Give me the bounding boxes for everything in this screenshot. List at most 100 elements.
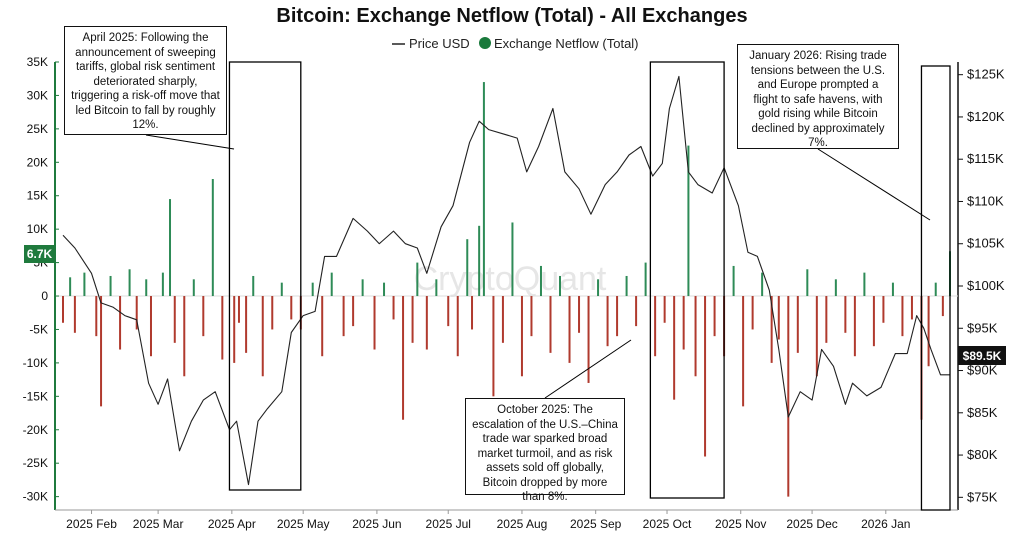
netflow-bar <box>135 296 138 330</box>
right-tick-label: $90K <box>967 363 998 378</box>
watermark: CryptoQuant <box>414 260 607 298</box>
netflow-bar <box>853 296 856 357</box>
legend-price-label: Price USD <box>409 36 470 51</box>
netflow-bar <box>95 296 98 337</box>
netflow-bar <box>732 265 735 297</box>
netflow-bar <box>806 269 809 297</box>
netflow-bar <box>530 296 533 337</box>
x-tick-label: 2025 Nov <box>715 517 766 531</box>
netflow-bar <box>682 296 685 350</box>
right-tick-label: $115K <box>967 151 1004 166</box>
netflow-bar <box>237 296 240 323</box>
left-tick-label: -20K <box>23 423 48 437</box>
netflow-bar <box>311 282 314 297</box>
april-annotation: April 2025: Following the announcement o… <box>64 26 227 135</box>
left-axis-ticks: 35K30K25K20K15K10K5K0-5K-10K-15K-20K-25K… <box>23 55 59 504</box>
x-tick-label: 2025 Jul <box>426 517 471 531</box>
netflow-bar <box>663 296 666 323</box>
netflow-bar <box>290 296 293 320</box>
netflow-bar <box>352 296 355 327</box>
netflow-bar <box>654 296 657 357</box>
right-tick-label: $120K <box>967 109 1005 124</box>
price-line <box>62 75 950 486</box>
netflow-bar <box>520 296 523 377</box>
x-tick-label: 2026 Jan <box>861 517 910 531</box>
chart-title: Bitcoin: Exchange Netflow (Total) - All … <box>276 5 747 27</box>
x-tick-label: 2025 Feb <box>66 517 117 531</box>
legend-netflow-swatch <box>479 37 491 49</box>
netflow-bar <box>770 296 773 363</box>
netflow-bar <box>73 296 76 333</box>
netflow-bar <box>435 279 438 297</box>
netflow-bar <box>202 296 205 337</box>
netflow-bar <box>261 296 264 377</box>
january-pointer <box>817 148 931 221</box>
netflow-bar <box>183 296 186 377</box>
x-tick-label: 2025 Sep <box>570 517 622 531</box>
netflow-bar <box>466 239 469 297</box>
left-tick-label: -10K <box>23 356 48 370</box>
netflow-bar <box>539 265 542 297</box>
price-current-badge-text: $89.5K <box>963 349 1002 363</box>
left-tick-label: 25K <box>27 122 48 136</box>
netflow-bar <box>425 296 428 350</box>
x-tick-label: 2025 Apr <box>208 517 256 531</box>
netflow-bar <box>713 296 716 337</box>
netflow-bar <box>62 296 64 323</box>
january-annotation: January 2026: Rising trade tensions betw… <box>737 44 899 149</box>
netflow-bar <box>844 296 847 333</box>
netflow-bar <box>511 222 514 297</box>
netflow-bar <box>568 296 571 363</box>
x-tick-label: 2025 Dec <box>786 517 837 531</box>
netflow-bar <box>901 296 904 337</box>
right-tick-label: $125K <box>967 67 1005 82</box>
netflow-bar <box>796 296 799 353</box>
netflow-bar <box>616 296 619 337</box>
netflow-bar <box>559 275 562 297</box>
netflow-bar <box>173 296 176 343</box>
netflow-bar <box>119 296 122 350</box>
netflow-bar <box>221 296 224 360</box>
left-tick-label: 30K <box>27 88 48 102</box>
netflow-bar <box>882 296 885 323</box>
netflow-bar <box>625 275 628 297</box>
right-tick-label: $95K <box>967 320 998 335</box>
netflow-current-badge <box>24 245 55 263</box>
netflow-bar <box>635 296 638 327</box>
netflow-bar <box>373 296 376 350</box>
netflow-bar <box>687 145 690 297</box>
netflow-bar <box>891 282 894 297</box>
netflow-bar <box>673 296 676 400</box>
january-period-frame <box>920 65 951 511</box>
right-tick-label: $105K <box>967 236 1005 251</box>
netflow-bar <box>145 279 148 297</box>
netflow-bar <box>128 269 131 297</box>
netflow-bar <box>501 296 504 343</box>
right-tick-label: $100K <box>967 278 1005 293</box>
netflow-bar <box>109 275 112 297</box>
netflow-bar <box>456 296 459 357</box>
x-axis-ticks: 2025 Feb 2025 Mar 2025 Apr 2025 May 2025 Jun… <box>66 510 910 531</box>
netflow-bar <box>245 296 248 353</box>
netflow-bar <box>471 296 474 330</box>
netflow-bar <box>392 296 395 320</box>
left-tick-label: 35K <box>27 55 48 69</box>
netflow-bar <box>100 296 103 407</box>
netflow-current-badge-text: 6.7K <box>27 247 53 261</box>
netflow-bar <box>587 296 590 383</box>
x-tick-label: 2025 May <box>277 517 330 531</box>
right-tick-label: $110K <box>967 193 1004 208</box>
netflow-bar <box>834 279 837 297</box>
netflow-bar <box>597 279 600 297</box>
october-pointer <box>544 339 632 399</box>
x-tick-label: 2025 Mar <box>133 517 184 531</box>
netflow-bar <box>330 272 333 297</box>
netflow-bar <box>694 296 697 377</box>
right-tick-label: $85K <box>967 405 998 420</box>
netflow-bar <box>872 296 875 347</box>
april-period-frame <box>228 61 302 491</box>
netflow-bar <box>321 296 324 357</box>
netflow-bar <box>777 296 780 340</box>
netflow-bar <box>482 82 485 297</box>
